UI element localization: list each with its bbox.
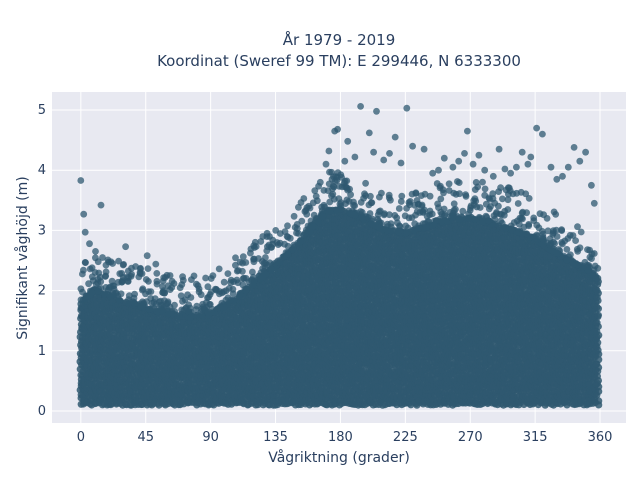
chart-title-line-2: Koordinat (Sweref 99 TM): E 299446, N 63… [157,52,521,70]
chart-title-line-1: År 1979 - 2019 [283,30,396,49]
